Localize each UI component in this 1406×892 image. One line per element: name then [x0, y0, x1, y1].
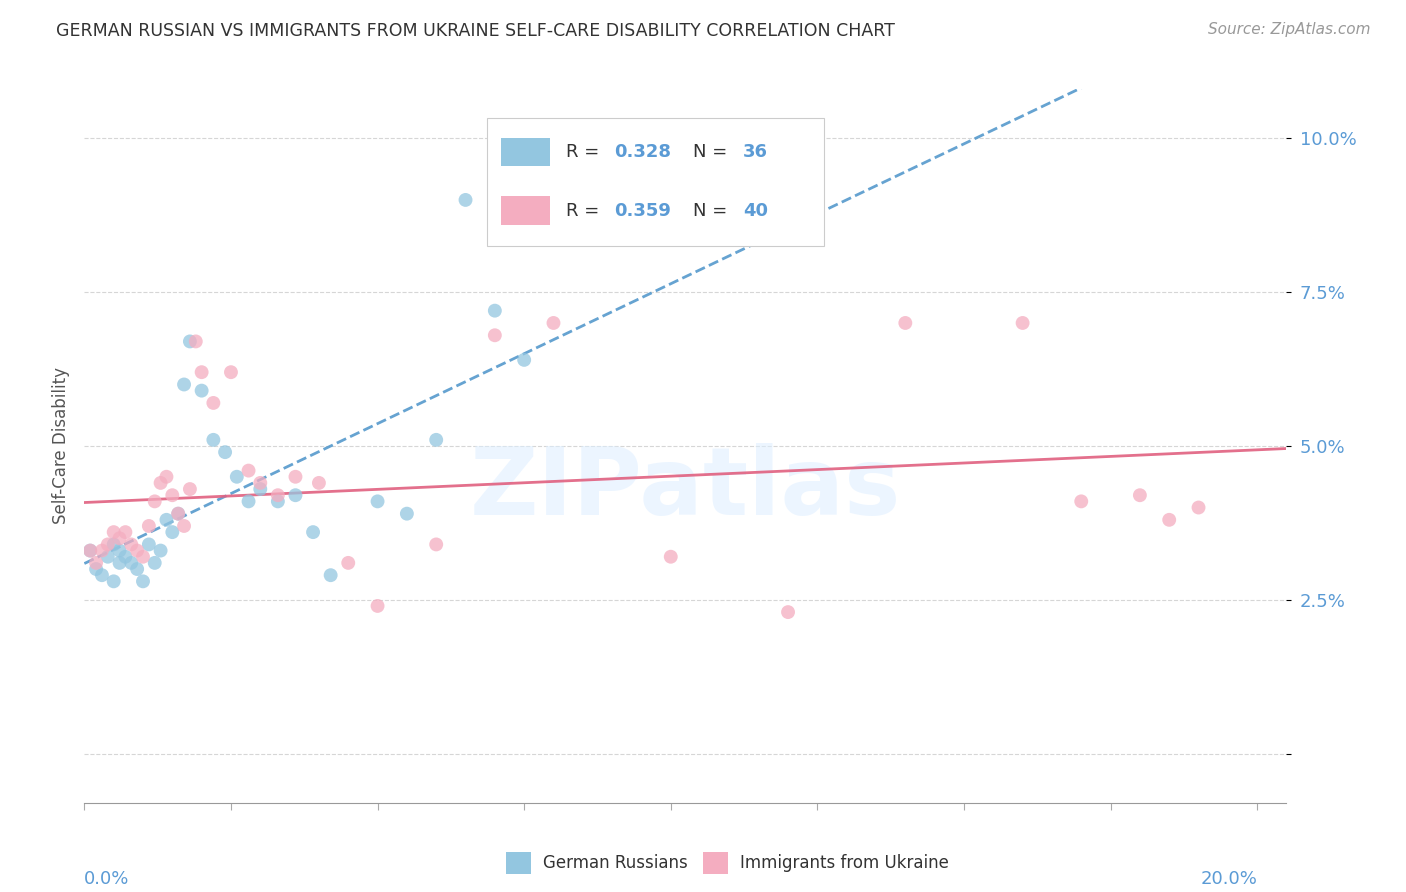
- Text: Immigrants from Ukraine: Immigrants from Ukraine: [740, 855, 949, 872]
- Text: 20.0%: 20.0%: [1201, 871, 1257, 888]
- Point: [173, 377, 195, 392]
- Point: [1070, 494, 1092, 508]
- Point: [367, 494, 389, 508]
- Point: [184, 334, 207, 349]
- Point: [108, 543, 131, 558]
- Point: [155, 469, 177, 483]
- Point: [143, 556, 166, 570]
- Point: [1159, 513, 1181, 527]
- Point: [84, 562, 107, 576]
- Point: [284, 488, 307, 502]
- Point: [543, 316, 565, 330]
- Point: [202, 396, 225, 410]
- Point: [190, 384, 212, 398]
- Point: [776, 605, 799, 619]
- Point: [484, 303, 506, 318]
- Point: [513, 352, 536, 367]
- Point: [149, 543, 172, 558]
- Point: [103, 537, 125, 551]
- Point: [395, 507, 418, 521]
- Point: [108, 531, 131, 545]
- Point: [454, 193, 477, 207]
- Point: [149, 475, 172, 490]
- Point: [319, 568, 342, 582]
- Text: 36: 36: [744, 143, 768, 161]
- Point: [103, 525, 125, 540]
- Text: R =: R =: [567, 143, 606, 161]
- Point: [238, 464, 260, 478]
- Point: [202, 433, 225, 447]
- Point: [179, 482, 201, 496]
- Point: [308, 475, 330, 490]
- Text: ZIPatlas: ZIPatlas: [470, 442, 901, 535]
- Point: [127, 543, 149, 558]
- Point: [1011, 316, 1033, 330]
- Point: [114, 549, 136, 564]
- Text: 0.328: 0.328: [614, 143, 672, 161]
- Point: [1129, 488, 1152, 502]
- Point: [425, 433, 447, 447]
- Point: [91, 543, 114, 558]
- Point: [1187, 500, 1209, 515]
- Point: [138, 519, 160, 533]
- Point: [267, 494, 290, 508]
- Text: N =: N =: [693, 143, 733, 161]
- Point: [173, 519, 195, 533]
- Point: [225, 469, 247, 483]
- Point: [132, 574, 155, 589]
- Point: [79, 543, 101, 558]
- FancyBboxPatch shape: [486, 118, 824, 246]
- Point: [238, 494, 260, 508]
- Y-axis label: Self-Care Disability: Self-Care Disability: [52, 368, 70, 524]
- Point: [114, 525, 136, 540]
- FancyBboxPatch shape: [502, 196, 550, 225]
- Point: [167, 507, 190, 521]
- Point: [162, 488, 184, 502]
- Point: [120, 556, 142, 570]
- Point: [103, 574, 125, 589]
- Point: [167, 507, 190, 521]
- Point: [91, 568, 114, 582]
- Point: [179, 334, 201, 349]
- Text: R =: R =: [567, 202, 606, 219]
- Text: GERMAN RUSSIAN VS IMMIGRANTS FROM UKRAINE SELF-CARE DISABILITY CORRELATION CHART: GERMAN RUSSIAN VS IMMIGRANTS FROM UKRAIN…: [56, 22, 896, 40]
- Point: [97, 537, 120, 551]
- Point: [84, 556, 107, 570]
- Point: [219, 365, 242, 379]
- Point: [284, 469, 307, 483]
- Point: [337, 556, 360, 570]
- FancyBboxPatch shape: [502, 137, 550, 166]
- Point: [97, 549, 120, 564]
- Point: [367, 599, 389, 613]
- Text: German Russians: German Russians: [543, 855, 688, 872]
- Point: [138, 537, 160, 551]
- Point: [267, 488, 290, 502]
- Point: [894, 316, 917, 330]
- Point: [143, 494, 166, 508]
- Point: [484, 328, 506, 343]
- Text: N =: N =: [693, 202, 733, 219]
- Point: [108, 556, 131, 570]
- Point: [214, 445, 236, 459]
- Text: Source: ZipAtlas.com: Source: ZipAtlas.com: [1208, 22, 1371, 37]
- Point: [249, 482, 271, 496]
- Point: [127, 562, 149, 576]
- Point: [162, 525, 184, 540]
- Point: [425, 537, 447, 551]
- Point: [249, 475, 271, 490]
- Point: [79, 543, 101, 558]
- Text: 0.359: 0.359: [614, 202, 672, 219]
- Point: [659, 549, 682, 564]
- Point: [120, 537, 142, 551]
- Text: 0.0%: 0.0%: [84, 871, 129, 888]
- Point: [302, 525, 325, 540]
- Point: [190, 365, 212, 379]
- Point: [132, 549, 155, 564]
- Text: 40: 40: [744, 202, 768, 219]
- Point: [155, 513, 177, 527]
